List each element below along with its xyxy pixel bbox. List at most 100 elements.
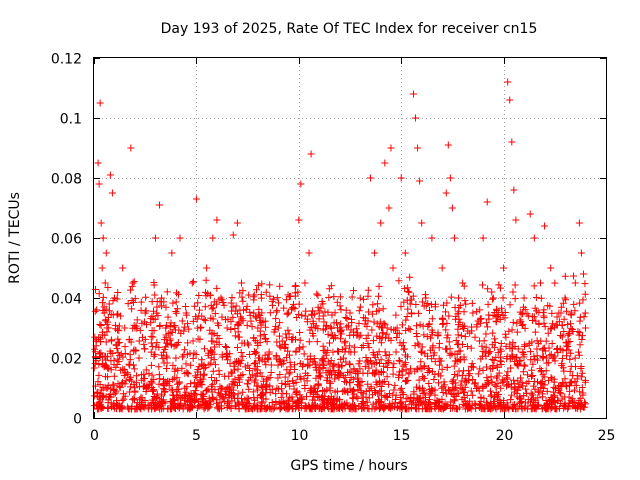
data-point-noise <box>517 395 525 403</box>
data-point-noise <box>396 339 404 347</box>
data-point-noise <box>431 386 439 394</box>
data-point-noise <box>579 296 587 304</box>
data-point-noise <box>103 328 111 336</box>
axis-ticks: 0 0.02 0.04 0.06 0.08 0.1 0.12 0 5 10 15 20 25 <box>51 52 616 445</box>
data-point-noise <box>513 328 521 336</box>
data-point <box>301 279 309 287</box>
data-point-noise <box>283 334 291 342</box>
data-point-noise <box>262 323 270 331</box>
data-point-noise <box>541 323 549 331</box>
data-point <box>99 234 107 242</box>
data-point-noise <box>457 332 465 340</box>
data-point-noise <box>406 300 414 308</box>
data-point-noise <box>261 402 269 410</box>
data-point-noise <box>129 298 137 306</box>
data-point <box>237 279 245 287</box>
data-point <box>551 279 559 287</box>
data-point-noise <box>491 381 499 389</box>
data-point-noise <box>149 333 157 341</box>
data-point <box>385 204 393 212</box>
data-point-noise <box>268 398 276 406</box>
data-point-noise <box>344 389 352 397</box>
data-point-noise <box>195 363 203 371</box>
data-point-noise <box>252 348 260 356</box>
data-point-noise <box>321 308 329 316</box>
data-point-noise <box>262 385 270 393</box>
data-point <box>526 210 534 218</box>
data-point-noise <box>524 396 532 404</box>
data-point-noise <box>551 384 559 392</box>
data-point-noise <box>530 282 538 290</box>
data-point <box>489 294 497 302</box>
data-point-noise <box>229 313 237 321</box>
data-point-noise <box>415 376 423 384</box>
data-point-noise <box>171 404 179 412</box>
data-point-noise <box>207 347 215 355</box>
data-point-noise <box>121 380 129 388</box>
data-point-noise <box>98 299 106 307</box>
data-point-noise <box>178 317 186 325</box>
data-point-noise <box>527 389 535 397</box>
data-point-noise <box>323 376 331 384</box>
data-point-noise <box>329 348 337 356</box>
data-point-noise <box>223 343 231 351</box>
data-point-noise <box>219 395 227 403</box>
data-point-noise <box>317 394 325 402</box>
data-point-noise <box>379 305 387 313</box>
data-point-noise <box>350 343 358 351</box>
data-point-noise <box>208 388 216 396</box>
data-point-noise <box>292 399 300 407</box>
data-point-noise <box>356 357 364 365</box>
data-point-noise <box>226 386 234 394</box>
data-point-noise <box>244 361 252 369</box>
data-point-noise <box>305 338 313 346</box>
data-point-noise <box>234 328 242 336</box>
data-point-noise <box>483 398 491 406</box>
data-point-noise <box>182 388 190 396</box>
data-point-noise <box>460 324 468 332</box>
data-point <box>336 324 344 332</box>
data-point-noise <box>343 314 351 322</box>
data-point-noise <box>272 315 280 323</box>
data-point-noise <box>413 333 421 341</box>
data-point-noise <box>369 337 377 345</box>
data-point <box>582 324 590 332</box>
data-point-noise <box>359 390 367 398</box>
data-point-noise <box>402 326 410 334</box>
data-point-noise <box>320 360 328 368</box>
data-point-noise <box>272 308 280 316</box>
data-point-noise <box>286 358 294 366</box>
data-point-noise <box>477 319 485 327</box>
data-point-noise <box>386 390 394 398</box>
chart-title: Day 193 of 2025, Rate Of TEC Index for r… <box>161 21 538 37</box>
data-point-noise <box>343 387 351 395</box>
data-point-noise <box>517 318 525 326</box>
data-point-noise <box>266 382 274 390</box>
data-point-noise <box>386 403 394 411</box>
data-point-noise <box>578 384 586 392</box>
data-point-noise <box>377 383 385 391</box>
data-point-noise <box>90 392 98 400</box>
data-point <box>151 234 159 242</box>
data-point-noise <box>516 399 524 407</box>
data-point <box>95 180 103 188</box>
data-point-noise <box>104 399 112 407</box>
data-point-noise <box>121 350 129 358</box>
data-point <box>422 294 430 302</box>
data-point-noise <box>119 365 127 373</box>
data-point <box>416 177 424 185</box>
data-point-noise <box>371 405 379 413</box>
data-point-noise <box>230 362 238 370</box>
data-point-noise <box>326 371 334 379</box>
data-point-noise <box>565 393 573 401</box>
data-point-noise <box>434 329 442 337</box>
data-point-noise <box>250 296 258 304</box>
data-point-noise <box>258 398 266 406</box>
data-point-noise <box>469 376 477 384</box>
data-point-noise <box>577 394 585 402</box>
data-point-noise <box>297 375 305 383</box>
data-point-noise <box>540 373 548 381</box>
data-point <box>141 309 149 317</box>
data-point-noise <box>367 385 375 393</box>
